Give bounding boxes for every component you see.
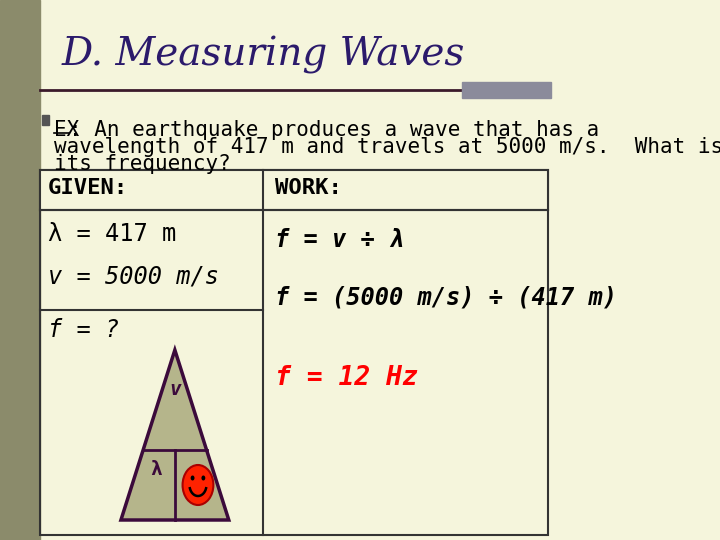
- Text: f = 12 Hz: f = 12 Hz: [275, 365, 418, 391]
- Text: EX: EX: [54, 120, 79, 140]
- Text: wavelength of 417 m and travels at 5000 m/s.  What is: wavelength of 417 m and travels at 5000 …: [54, 137, 720, 157]
- Text: GIVEN:: GIVEN:: [48, 178, 128, 198]
- Text: WORK:: WORK:: [275, 178, 342, 198]
- Bar: [40, 170, 549, 210]
- Text: λ = 417 m: λ = 417 m: [48, 222, 176, 246]
- Bar: [40, 170, 549, 535]
- Text: v: v: [169, 380, 181, 399]
- Text: its frequency?: its frequency?: [54, 154, 230, 174]
- Text: v = 5000 m/s: v = 5000 m/s: [48, 265, 219, 289]
- Circle shape: [183, 465, 213, 505]
- Polygon shape: [121, 350, 229, 520]
- Text: λ: λ: [150, 460, 161, 479]
- Bar: [462, 82, 551, 98]
- Text: D. Measuring Waves: D. Measuring Waves: [62, 36, 465, 74]
- Bar: [0, 0, 40, 540]
- Circle shape: [191, 476, 194, 481]
- Text: f = (5000 m/s) ÷ (417 m): f = (5000 m/s) ÷ (417 m): [275, 285, 617, 309]
- Circle shape: [202, 476, 205, 481]
- Text: : An earthquake produces a wave that has a: : An earthquake produces a wave that has…: [68, 120, 599, 140]
- Text: f = ?: f = ?: [48, 318, 119, 342]
- Bar: [42, 115, 49, 125]
- Text: f = v ÷ λ: f = v ÷ λ: [275, 228, 403, 252]
